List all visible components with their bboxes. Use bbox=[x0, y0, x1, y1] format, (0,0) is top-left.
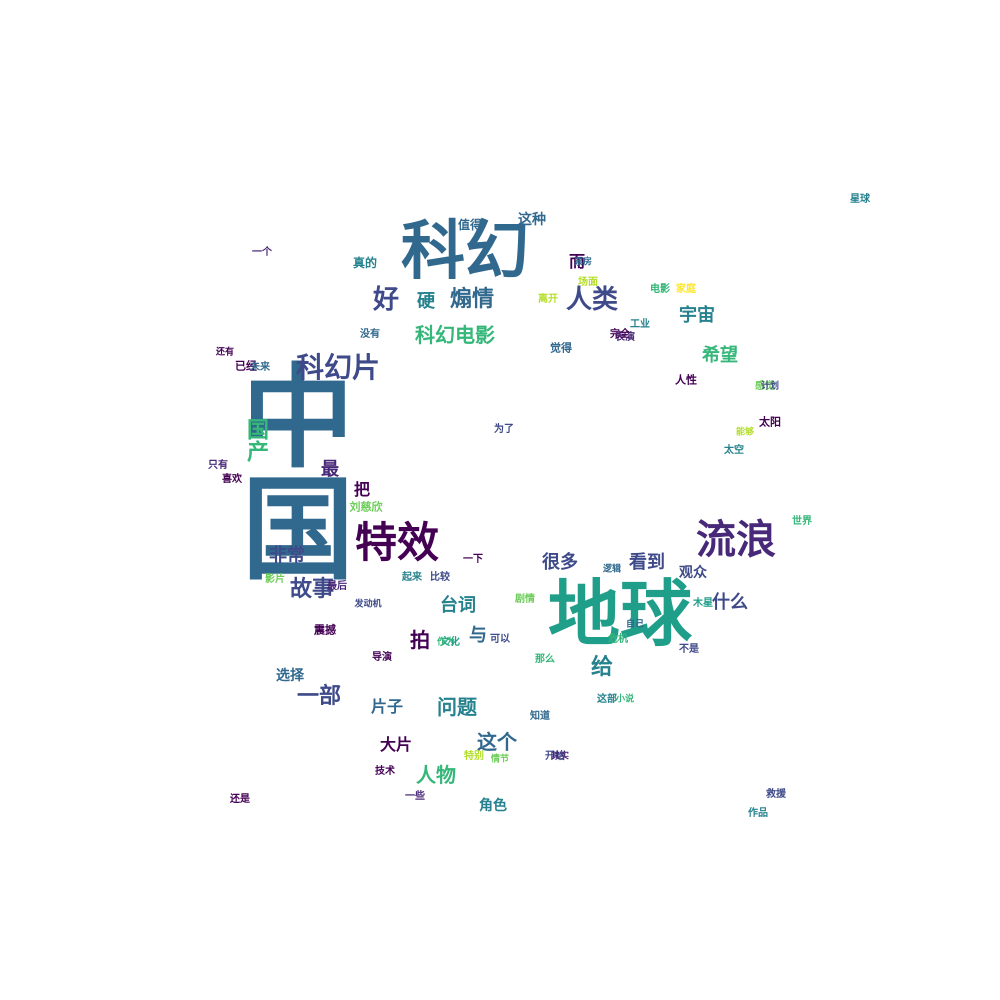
word-item: 这个 bbox=[477, 732, 517, 752]
word-item: 科幻电影 bbox=[415, 325, 495, 345]
word-item: 问题 bbox=[437, 697, 477, 717]
word-item: 什么 bbox=[712, 594, 748, 612]
word-item: 技术 bbox=[375, 767, 395, 777]
word-item: 真的 bbox=[353, 257, 377, 269]
word-item: 没有 bbox=[360, 330, 380, 340]
word-item: 太空 bbox=[724, 446, 744, 456]
word-item: 影片 bbox=[265, 575, 285, 585]
word-item: 场面 bbox=[578, 278, 598, 288]
word-item: 木星 bbox=[693, 599, 713, 609]
word-item: 世界 bbox=[792, 517, 812, 527]
word-item: 作品 bbox=[748, 809, 768, 819]
word-item: 还是 bbox=[230, 795, 250, 805]
word-item: 好 bbox=[373, 287, 399, 313]
word-item: 离开 bbox=[538, 295, 558, 305]
word-item: 宇宙 bbox=[679, 307, 715, 325]
word-item: 最后 bbox=[327, 582, 347, 592]
word-item: 人物 bbox=[416, 765, 456, 785]
word-item: 星球 bbox=[850, 195, 870, 205]
word-item: 小说 bbox=[616, 696, 634, 705]
word-item: 危机 bbox=[608, 635, 628, 645]
word-item: 非常 bbox=[269, 547, 305, 565]
word-item: 科幻片 bbox=[296, 354, 380, 382]
word-item: 震撼 bbox=[314, 625, 336, 636]
word-item: 这种 bbox=[518, 213, 546, 227]
word-item: 剧情 bbox=[515, 595, 535, 605]
word-item: 那么 bbox=[535, 655, 555, 665]
word-item: 一下 bbox=[463, 555, 483, 565]
word-item: 起来 bbox=[402, 573, 422, 583]
word-item: 看到 bbox=[629, 554, 665, 572]
word-item: 比较 bbox=[430, 573, 450, 583]
word-item: 与 bbox=[469, 627, 487, 645]
word-item: 特别 bbox=[464, 752, 484, 762]
word-item: 其实 bbox=[551, 753, 569, 762]
word-item: 电影 bbox=[650, 285, 670, 295]
word-item: 自己 bbox=[626, 621, 644, 630]
word-item: 国产 bbox=[244, 418, 266, 462]
word-item: 不是 bbox=[679, 645, 699, 655]
word-item: 硬 bbox=[417, 293, 435, 311]
word-item: 知道 bbox=[530, 712, 550, 722]
word-item: 这部 bbox=[597, 695, 617, 705]
word-item: 未来 bbox=[250, 363, 270, 373]
word-item: 家庭 bbox=[676, 285, 696, 295]
word-item: 选择 bbox=[276, 669, 304, 683]
word-item: 角色 bbox=[479, 799, 507, 813]
word-item: 还有 bbox=[216, 349, 234, 358]
word-item: 计划 bbox=[761, 383, 779, 392]
word-item: 喜欢 bbox=[222, 475, 242, 485]
word-item: 大片 bbox=[380, 737, 412, 753]
word-item: 救援 bbox=[766, 790, 786, 800]
word-item: 台词 bbox=[440, 597, 476, 615]
word-item: 觉得 bbox=[550, 343, 572, 354]
word-item: 人类 bbox=[566, 287, 618, 313]
word-item: 作为 bbox=[437, 639, 455, 648]
word-item: 给 bbox=[591, 657, 613, 679]
word-item: 工业 bbox=[630, 320, 650, 330]
word-item: 一些 bbox=[405, 792, 425, 802]
word-item: 一部 bbox=[297, 686, 341, 708]
word-item: 煽情 bbox=[450, 289, 494, 311]
word-item: 完全 bbox=[610, 330, 630, 340]
word-item: 只有 bbox=[208, 461, 228, 471]
word-item: 发动机 bbox=[354, 601, 381, 610]
word-item: 值得 bbox=[458, 219, 482, 231]
word-item: 太阳 bbox=[759, 417, 781, 428]
word-item: 票房 bbox=[574, 259, 592, 268]
word-item: 可以 bbox=[490, 635, 510, 645]
word-item: 特效 bbox=[355, 522, 439, 564]
word-item: 观众 bbox=[679, 566, 707, 580]
word-item: 拍 bbox=[410, 630, 430, 650]
word-item: 片子 bbox=[371, 699, 403, 715]
word-item: 希望 bbox=[702, 347, 738, 365]
word-item: 为了 bbox=[494, 425, 514, 435]
word-item: 人性 bbox=[675, 375, 697, 386]
word-item: 把 bbox=[354, 482, 370, 498]
word-item: 最 bbox=[321, 461, 339, 479]
word-item: 流浪 bbox=[696, 520, 776, 560]
word-item: 导演 bbox=[372, 653, 392, 663]
word-item: 情节 bbox=[491, 756, 509, 765]
word-item: 逻辑 bbox=[603, 566, 621, 575]
word-item: 一个 bbox=[252, 248, 272, 258]
word-item: 刘慈欣 bbox=[350, 502, 383, 513]
word-item: 很多 bbox=[542, 554, 578, 572]
word-item: 能够 bbox=[736, 429, 754, 438]
